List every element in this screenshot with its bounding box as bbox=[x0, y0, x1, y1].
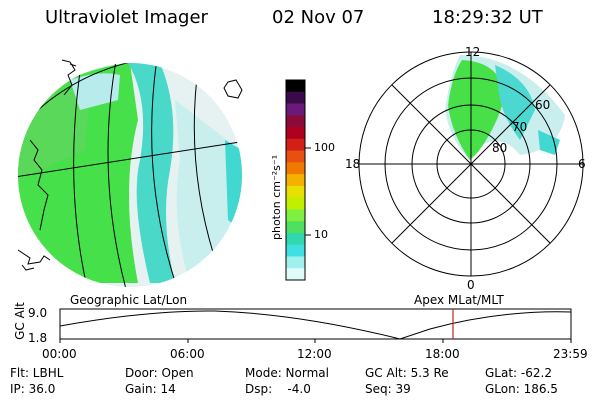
colorbar-segment bbox=[286, 127, 305, 140]
status-filter: Flt: LBHL bbox=[10, 366, 64, 380]
colorbar bbox=[286, 80, 305, 281]
colorbar-segment bbox=[286, 268, 305, 281]
colorbar-segment bbox=[286, 221, 305, 234]
colorbar-segment bbox=[286, 256, 305, 269]
colorbar-tick-10: 10 bbox=[314, 228, 328, 241]
status-dsp: Dsp: -4.0 bbox=[245, 382, 311, 396]
lat-label-70: 70 bbox=[512, 120, 528, 134]
status-door: Door: Open bbox=[125, 366, 194, 380]
mlt-label-0: 0 bbox=[467, 278, 475, 292]
colorbar-segment bbox=[286, 162, 305, 175]
status-seq: Seq: 39 bbox=[365, 382, 411, 396]
status-glat: GLat: -62.2 bbox=[485, 366, 552, 380]
colorbar-segment bbox=[286, 80, 305, 93]
colorbar-segment bbox=[286, 185, 305, 199]
colorbar-segment bbox=[286, 244, 305, 257]
colorbar-segment bbox=[286, 209, 305, 222]
polar-grid bbox=[358, 51, 584, 277]
colorbar-segment bbox=[286, 174, 305, 187]
altitude-xtick-3: 18:00 bbox=[425, 347, 460, 361]
colorbar-tick-100: 100 bbox=[314, 141, 335, 154]
colorbar-segment bbox=[286, 150, 305, 163]
colorbar-segment bbox=[286, 115, 305, 128]
colorbar-segment bbox=[286, 197, 305, 210]
colorbar-segment bbox=[286, 138, 305, 152]
status-ip: IP: 36.0 bbox=[10, 382, 56, 396]
colorbar-segment bbox=[286, 232, 305, 246]
status-gain: Gain: 14 bbox=[125, 382, 176, 396]
polar-caption: Apex MLat/MLT bbox=[414, 293, 504, 307]
altitude-xtick-1: 06:00 bbox=[170, 347, 205, 361]
altitude-ylabel: GC Alt bbox=[13, 302, 27, 340]
app-title: Ultraviolet Imager bbox=[45, 7, 208, 28]
colorbar-segment bbox=[286, 91, 305, 105]
time-display: 18:29:32 UT bbox=[432, 7, 543, 28]
altitude-xtick-4: 23:59 bbox=[553, 347, 588, 361]
lat-label-60: 60 bbox=[535, 98, 551, 112]
colorbar-unit-label: photon cm⁻²s⁻¹ bbox=[270, 154, 283, 240]
colorbar-segment bbox=[286, 103, 305, 116]
mlt-label-18: 18 bbox=[345, 157, 361, 171]
date-display: 02 Nov 07 bbox=[272, 7, 365, 28]
altitude-xtick-2: 12:00 bbox=[297, 347, 332, 361]
coastlines bbox=[17, 59, 243, 271]
geo-image bbox=[18, 63, 242, 287]
mlt-label-12: 12 bbox=[465, 45, 481, 59]
altitude-ytick-min: 1.8 bbox=[28, 331, 48, 345]
status-gc-alt: GC Alt: 5.3 Re bbox=[365, 366, 449, 380]
altitude-plot bbox=[59, 308, 572, 343]
mlt-label-6: 6 bbox=[578, 157, 586, 171]
altitude-ytick-max: 9.0 bbox=[28, 306, 48, 320]
lat-label-80: 80 bbox=[492, 141, 508, 155]
altitude-xtick-0: 00:00 bbox=[42, 347, 77, 361]
status-mode: Mode: Normal bbox=[245, 366, 329, 380]
geo-caption: Geographic Lat/Lon bbox=[70, 293, 188, 307]
status-glon: GLon: 186.5 bbox=[485, 382, 558, 396]
